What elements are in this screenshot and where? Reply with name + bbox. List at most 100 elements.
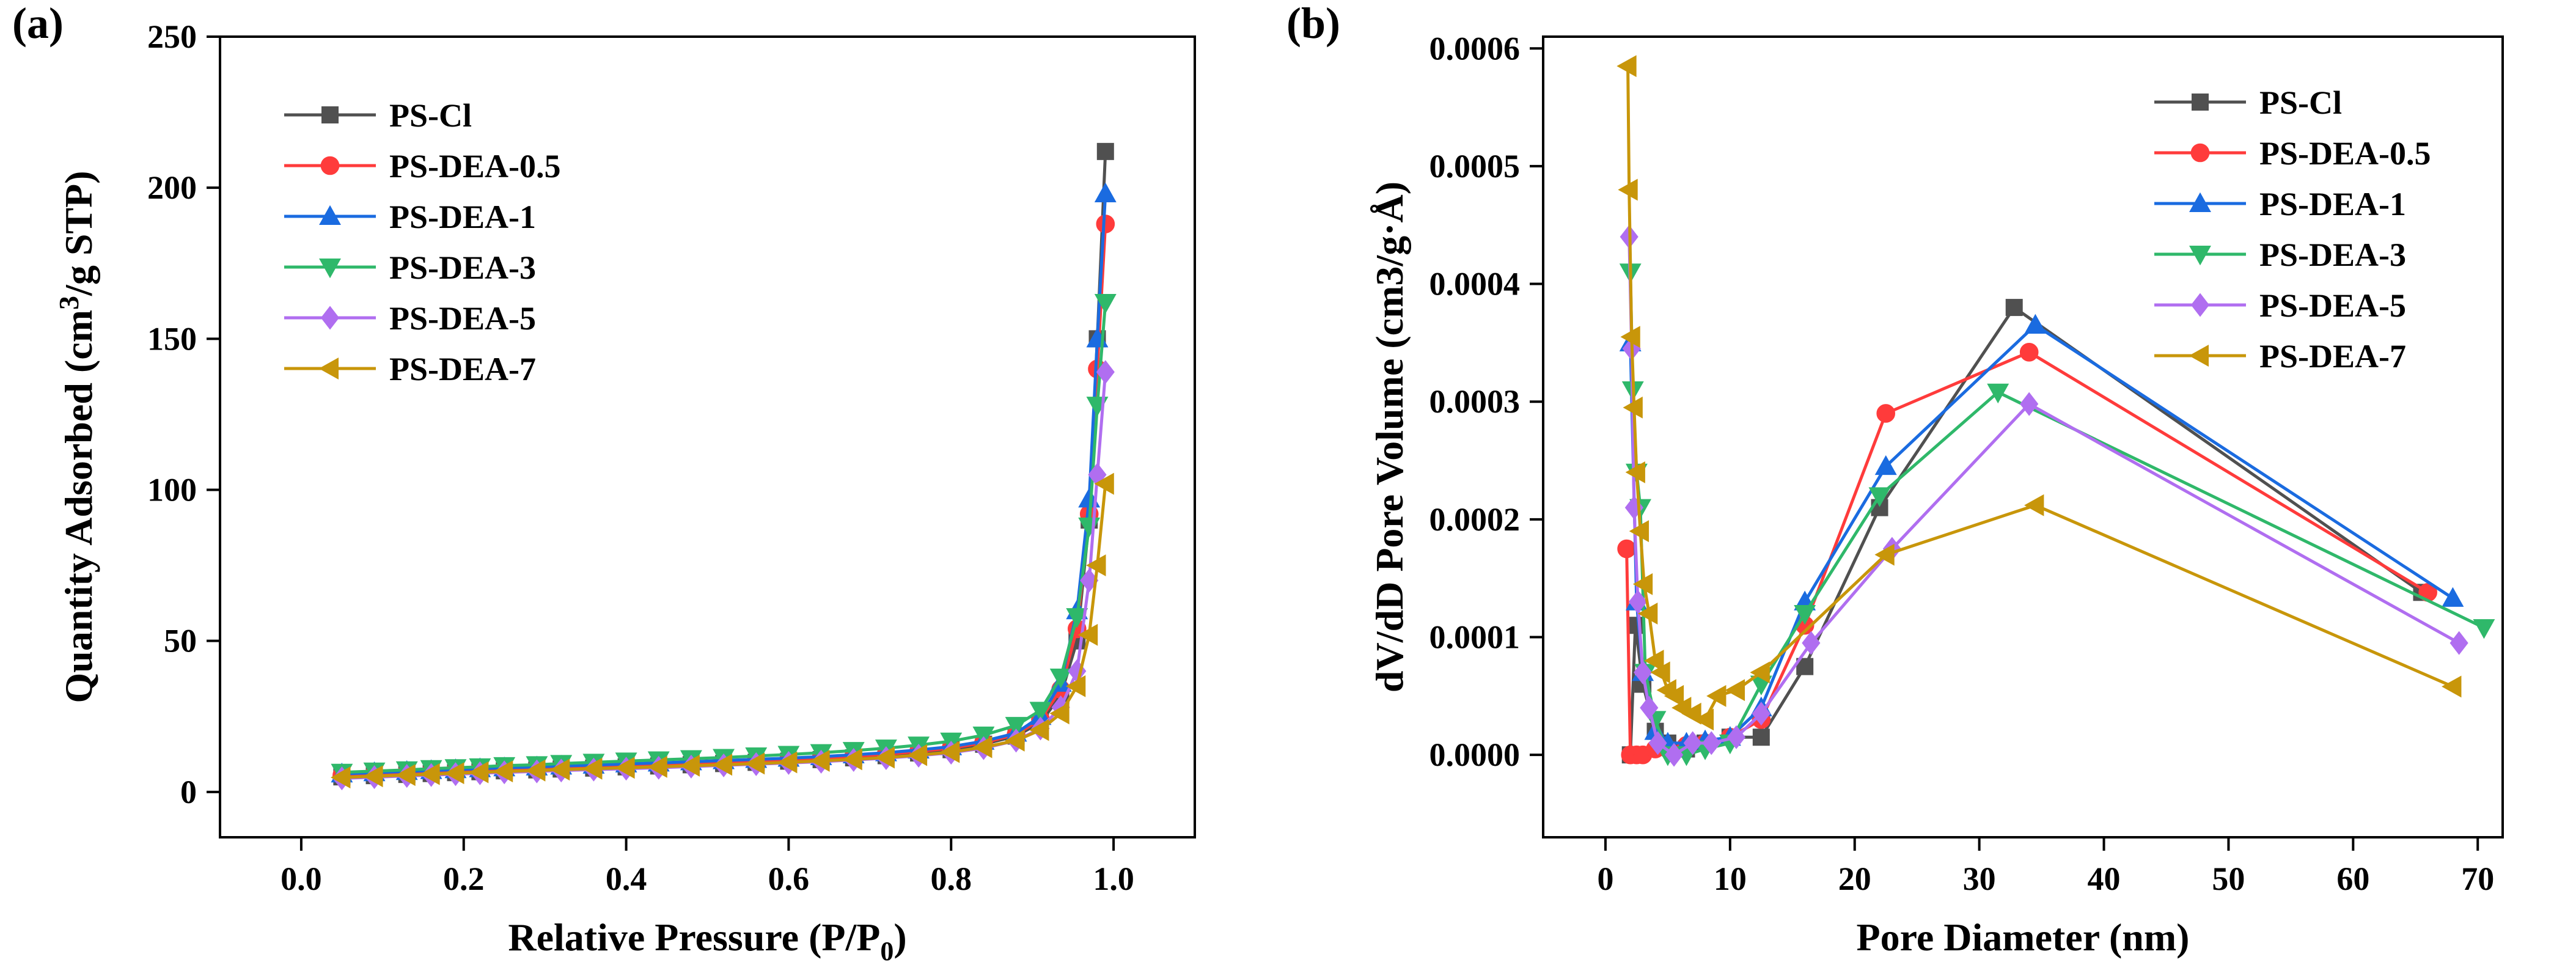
data-point: [1638, 603, 1658, 625]
data-point: [1628, 590, 1648, 614]
y-tick-label: 0: [180, 774, 197, 810]
data-point: [1640, 695, 1659, 720]
x-tick-label: 0.8: [931, 860, 972, 897]
y-axis-title-tail: /g STP): [57, 171, 100, 296]
series-line: [342, 151, 1107, 779]
x-axis: 0 10 20 30 40 50 60 70: [1597, 837, 2494, 897]
y-axis-title-main: Quantity Adsorbed (cm: [57, 310, 100, 703]
data-point: [2024, 314, 2047, 334]
data-point: [1629, 520, 1649, 543]
legend-marker: [2190, 143, 2210, 163]
legend-label: PS-Cl: [2259, 84, 2342, 121]
legend-label: PS-DEA-0.5: [389, 148, 561, 185]
data-point: [526, 759, 546, 782]
panel-b-pore-size-distribution: (b)0 10 20 30 40 50 60 700.00000.00010.00020.00…: [1286, 0, 2504, 959]
data-point: [469, 761, 489, 783]
data-point: [1616, 55, 1637, 78]
y-tick-label: 0.0004: [1429, 266, 1521, 303]
legend-label: PS-DEA-5: [2259, 287, 2406, 324]
x-tick-label: 0.4: [606, 860, 647, 897]
data-point: [1702, 731, 1721, 755]
y-axis-title-superscript: 3: [53, 296, 84, 310]
y-axis: 0.0000 0.0001 0.0002 0.0003 0.0004 0.0005 0.00…: [1429, 30, 1543, 773]
data-point: [907, 744, 928, 766]
data-point: [2020, 392, 2039, 416]
legend-marker: [2189, 345, 2209, 367]
legend-label: PS-Cl: [389, 97, 472, 134]
data-point: [2019, 342, 2039, 362]
data-point: [1005, 717, 1027, 737]
panel-label: (a): [12, 0, 64, 48]
data-point: [2449, 631, 2468, 655]
x-axis: 0.0 0.2 0.4 0.6 0.8 1.0: [281, 837, 1134, 897]
x-tick-label: 0.6: [768, 860, 810, 897]
legend-label: PS-DEA-5: [389, 300, 536, 337]
legend: PS-Cl PS-DEA-0.5 PS-DEA-1 PS-DEA-3 PS-DEA-5 P…: [2154, 84, 2431, 375]
data-point: [1794, 604, 1816, 625]
data-point: [875, 746, 895, 769]
y-axis-title: Quantity Adsorbed (cm3/g STP): [53, 171, 100, 703]
legend-item: PS-DEA-3: [284, 249, 536, 286]
legend-marker: [320, 306, 340, 330]
legend-marker: [2189, 192, 2211, 212]
legend-marker: [2189, 246, 2211, 266]
x-axis-title-main: Relative Pressure (P/P: [508, 915, 880, 959]
y-tick-label: 0.0003: [1429, 383, 1521, 420]
data-point: [1096, 360, 1115, 384]
y-axis: 0 50 100 150 200 250: [147, 18, 220, 810]
data-point: [1005, 729, 1025, 752]
data-point: [680, 754, 700, 777]
data-point: [777, 751, 798, 774]
x-tick-label: 40: [2088, 860, 2121, 897]
x-tick-label: 0: [1597, 860, 1613, 897]
panel-a-bet-isotherm: (a) 0.0 0.2 0.4 0.6 0.8 1.0 0 50 100 150 200 250 Rela…: [12, 0, 1196, 965]
data-point: [647, 755, 667, 778]
x-tick-label: 30: [1963, 860, 1996, 897]
plot-frame: [1542, 35, 2504, 838]
data-point: [1874, 455, 1897, 475]
data-point: [1086, 554, 1106, 577]
legend-marker: [318, 358, 339, 380]
y-tick-label: 0.0005: [1429, 148, 1521, 185]
data-point: [2442, 587, 2464, 607]
legend-marker: [2192, 94, 2209, 111]
data-point: [615, 757, 635, 779]
data-point: [582, 757, 603, 780]
data-point: [1029, 702, 1052, 722]
series-ps-dea-7: [331, 472, 1114, 789]
plot-series: [331, 142, 1117, 791]
legend-label: PS-DEA-3: [389, 249, 536, 286]
panel-label: (b): [1286, 0, 1340, 48]
legend-item: PS-Cl: [284, 97, 472, 134]
data-point: [1644, 650, 1664, 672]
data-point: [1065, 675, 1086, 697]
data-point: [939, 741, 960, 763]
x-tick-label: 0.0: [281, 860, 322, 897]
y-tick-label: 150: [147, 320, 197, 357]
legend-marker: [319, 259, 341, 279]
y-tick-label: 0.0006: [1429, 30, 1521, 67]
data-point: [1706, 684, 1727, 707]
legend-label: PS-DEA-1: [389, 199, 536, 235]
data-point: [972, 726, 995, 747]
x-tick-label: 60: [2336, 860, 2369, 897]
data-point: [1987, 383, 2009, 404]
data-point: [549, 758, 570, 781]
legend-label: PS-DEA-7: [2259, 338, 2406, 375]
data-point: [420, 763, 440, 785]
x-axis-title-tail: ): [894, 915, 906, 959]
y-tick-label: 0.0000: [1429, 736, 1521, 773]
x-tick-label: 70: [2461, 860, 2494, 897]
legend: PS-Cl PS-DEA-0.5 PS-DEA-1 PS-DEA-3 PS-DEA-5 P…: [284, 97, 561, 387]
legend-marker: [2190, 293, 2210, 317]
data-point: [1094, 472, 1114, 495]
y-tick-label: 50: [164, 623, 197, 659]
legend-item: PS-Cl: [2154, 84, 2342, 121]
legend-label: PS-DEA-1: [2259, 186, 2406, 222]
data-point: [1620, 326, 1640, 348]
legend-label: PS-DEA-7: [389, 351, 536, 387]
data-point: [1750, 661, 1770, 684]
data-point: [842, 748, 862, 771]
data-point: [2005, 299, 2023, 317]
data-point: [1632, 573, 1653, 595]
